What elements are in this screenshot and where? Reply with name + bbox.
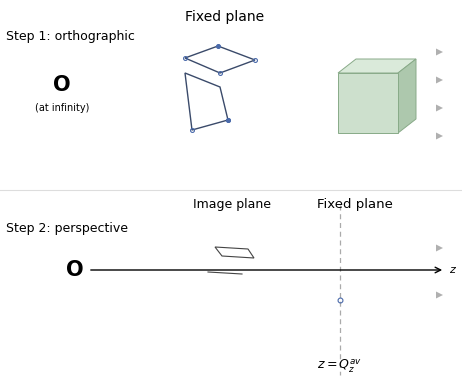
Polygon shape (436, 105, 443, 112)
Text: Image plane: Image plane (193, 198, 271, 211)
Polygon shape (436, 244, 443, 252)
Text: $z = Q_z^{av}$: $z = Q_z^{av}$ (317, 357, 363, 375)
Text: Fixed plane: Fixed plane (317, 198, 393, 211)
Polygon shape (436, 49, 443, 56)
Polygon shape (338, 59, 416, 73)
Text: (at infinity): (at infinity) (35, 103, 89, 113)
Text: z: z (449, 265, 455, 275)
Polygon shape (436, 76, 443, 83)
Polygon shape (436, 291, 443, 298)
Polygon shape (338, 73, 398, 133)
Text: Step 2: perspective: Step 2: perspective (6, 222, 128, 235)
Text: Fixed plane: Fixed plane (185, 10, 265, 24)
Polygon shape (398, 59, 416, 133)
Text: O: O (53, 75, 71, 95)
Text: O: O (66, 260, 84, 280)
Text: Step 1: orthographic: Step 1: orthographic (6, 30, 135, 43)
Polygon shape (436, 132, 443, 139)
